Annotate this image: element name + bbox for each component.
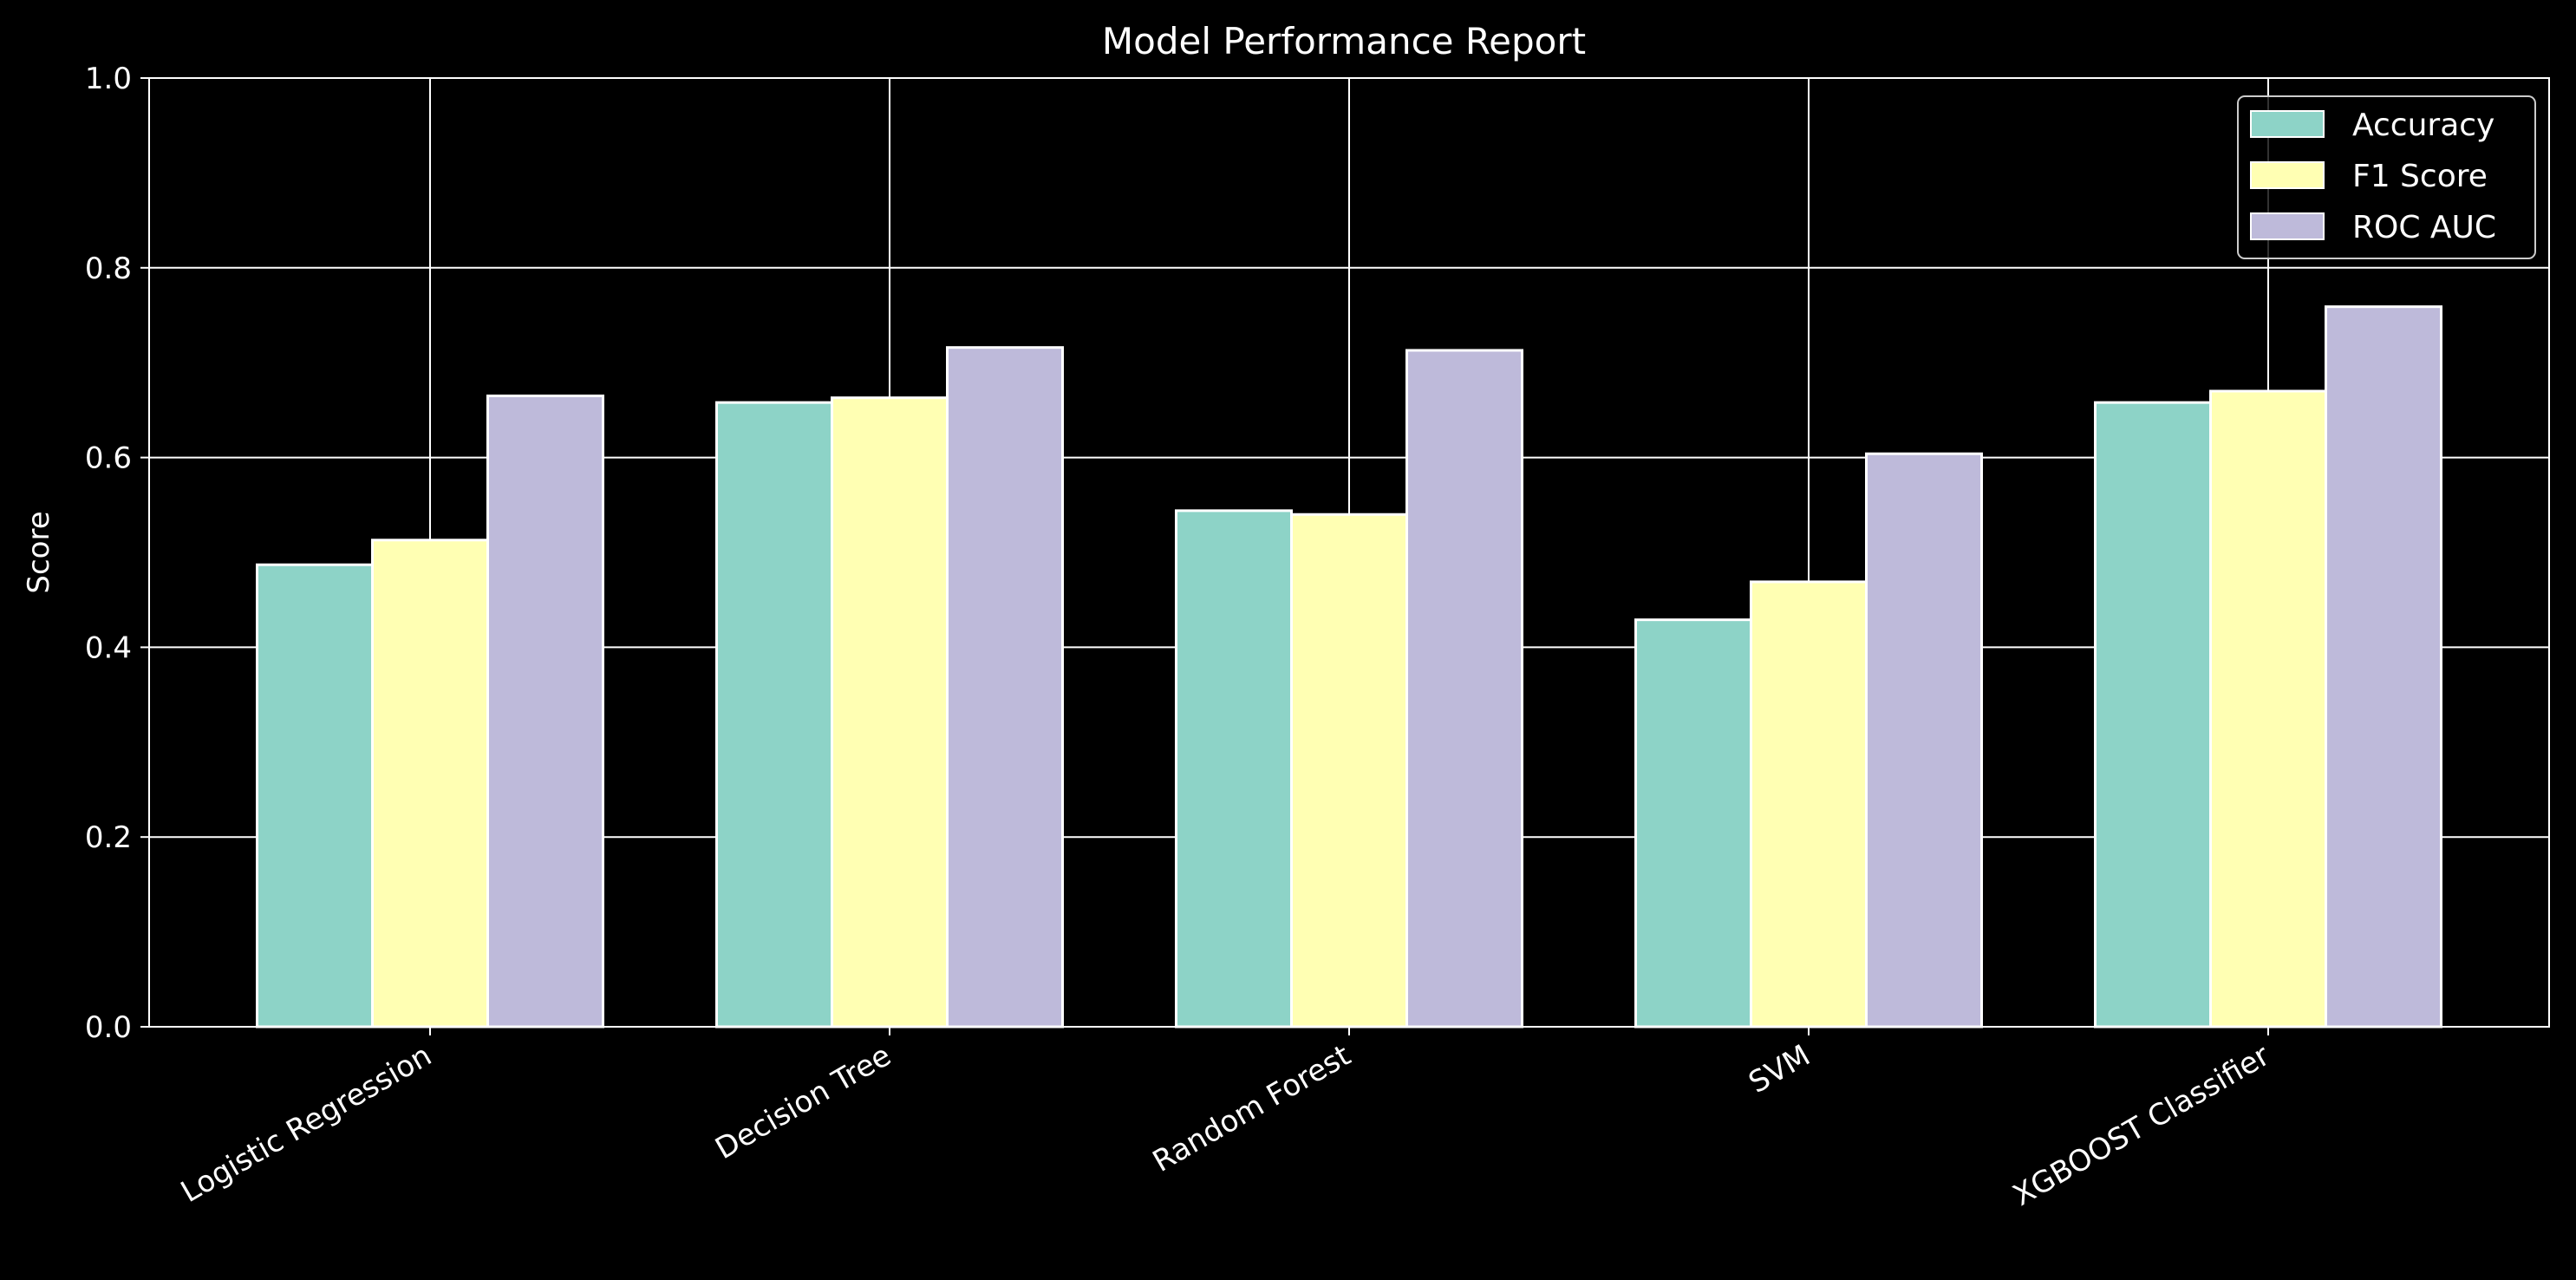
legend: Accuracy F1 Score ROC AUC	[2237, 95, 2536, 259]
bar-accuracy	[715, 401, 833, 1029]
chart-title: Model Performance Report	[1102, 20, 1586, 62]
y-axis-ticks: 0.0 0.2 0.4 0.6 0.8 1.0	[85, 62, 149, 1045]
y-tick-label: 0.2	[85, 820, 132, 855]
bar-accuracy	[1634, 618, 1752, 1029]
bar-roc-auc	[1405, 349, 1523, 1029]
legend-label: F1 Score	[2352, 159, 2488, 194]
y-tick-label: 0.6	[85, 441, 132, 476]
bar-f1-score	[371, 539, 489, 1029]
bar-f1-score	[2209, 389, 2327, 1029]
bar-roc-auc	[486, 394, 604, 1029]
bar-accuracy	[2094, 401, 2212, 1029]
legend-swatch	[2250, 161, 2325, 189]
y-axis-label: Score	[22, 511, 56, 593]
bar-roc-auc	[2325, 305, 2442, 1029]
bar-f1-score	[831, 396, 949, 1029]
legend-label: Accuracy	[2352, 108, 2494, 143]
bar-roc-auc	[946, 346, 1064, 1029]
bar-accuracy	[1175, 509, 1293, 1029]
bars	[256, 305, 2442, 1029]
legend-swatch	[2250, 212, 2325, 240]
bar-f1-score	[1290, 513, 1408, 1029]
legend-label: ROC AUC	[2352, 210, 2496, 245]
y-tick-label: 1.0	[85, 62, 132, 96]
bar-roc-auc	[1865, 452, 1983, 1029]
legend-items: Accuracy F1 Score ROC AUC	[2250, 108, 2496, 245]
bar-f1-score	[1750, 580, 1868, 1029]
y-tick-label: 0.8	[85, 251, 132, 286]
y-tick-label: 0.4	[85, 630, 132, 665]
bar-accuracy	[256, 563, 374, 1029]
legend-swatch	[2250, 110, 2325, 138]
y-tick-label: 0.0	[85, 1010, 132, 1045]
